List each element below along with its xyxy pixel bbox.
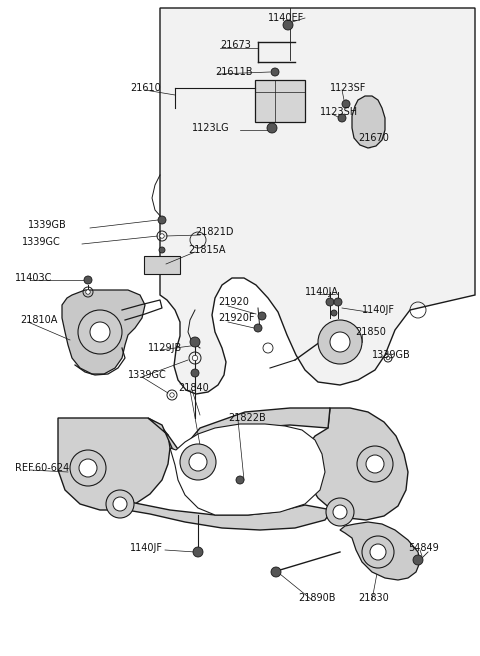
Circle shape (342, 100, 350, 108)
Circle shape (160, 234, 164, 238)
Circle shape (271, 68, 279, 76)
Circle shape (90, 322, 110, 342)
Circle shape (159, 247, 165, 253)
Polygon shape (170, 424, 325, 515)
Text: 1140JA: 1140JA (305, 287, 339, 297)
Text: 21890B: 21890B (298, 593, 336, 603)
Text: 54849: 54849 (408, 543, 439, 553)
Circle shape (106, 490, 134, 518)
Text: 21611B: 21611B (215, 67, 252, 77)
Circle shape (191, 369, 199, 377)
Polygon shape (340, 522, 420, 580)
Circle shape (193, 547, 203, 557)
Polygon shape (304, 408, 408, 520)
Circle shape (180, 444, 216, 480)
Circle shape (331, 310, 337, 316)
Circle shape (158, 216, 166, 224)
Text: 1140EF: 1140EF (268, 13, 304, 23)
Circle shape (86, 290, 90, 295)
Circle shape (190, 337, 200, 347)
Circle shape (189, 453, 207, 471)
Text: 21673: 21673 (220, 40, 251, 50)
Text: 21815A: 21815A (188, 245, 226, 255)
Polygon shape (160, 8, 475, 394)
Circle shape (254, 324, 262, 332)
Circle shape (413, 555, 423, 565)
Circle shape (318, 320, 362, 364)
Circle shape (79, 459, 97, 477)
Circle shape (70, 450, 106, 486)
Text: 11403C: 11403C (15, 273, 52, 283)
Bar (255, 80, 305, 122)
Text: 21920: 21920 (218, 297, 249, 307)
Circle shape (338, 114, 346, 122)
Circle shape (326, 498, 354, 526)
Text: 21610: 21610 (130, 83, 161, 93)
Bar (144, 256, 180, 274)
Circle shape (334, 298, 342, 306)
Circle shape (258, 312, 266, 320)
Text: 1339GC: 1339GC (22, 237, 61, 247)
Circle shape (113, 497, 127, 511)
Circle shape (236, 476, 244, 484)
Text: 1123SF: 1123SF (330, 83, 366, 93)
Polygon shape (115, 500, 332, 530)
Polygon shape (58, 418, 170, 510)
Text: 21840: 21840 (178, 383, 209, 393)
Circle shape (357, 446, 393, 482)
Circle shape (333, 505, 347, 519)
Text: 21810A: 21810A (20, 315, 58, 325)
Text: 1140JF: 1140JF (362, 305, 395, 315)
Text: 1339GC: 1339GC (128, 370, 167, 380)
Circle shape (370, 544, 386, 560)
Circle shape (283, 20, 293, 30)
Text: 21850: 21850 (355, 327, 386, 337)
Text: 21670: 21670 (358, 133, 389, 143)
Circle shape (192, 356, 198, 361)
Circle shape (330, 332, 350, 352)
Circle shape (78, 310, 122, 354)
Text: 21920F: 21920F (218, 313, 254, 323)
Text: 21830: 21830 (358, 593, 389, 603)
Circle shape (366, 455, 384, 473)
Circle shape (362, 536, 394, 568)
Circle shape (386, 356, 390, 359)
Text: 1123LG: 1123LG (192, 123, 229, 133)
Text: 1339GB: 1339GB (372, 350, 411, 360)
Polygon shape (62, 290, 145, 374)
Text: 1339GB: 1339GB (28, 220, 67, 230)
Circle shape (170, 393, 174, 398)
Circle shape (84, 276, 92, 284)
Text: 1123SH: 1123SH (320, 107, 358, 117)
Text: 21822B: 21822B (228, 413, 266, 423)
Circle shape (326, 298, 334, 306)
Text: 1140JF: 1140JF (130, 543, 163, 553)
Text: REF.60-624: REF.60-624 (15, 463, 69, 473)
Polygon shape (352, 96, 385, 148)
Text: 21821D: 21821D (195, 227, 233, 237)
Text: 1129JB: 1129JB (148, 343, 182, 353)
Circle shape (271, 567, 281, 577)
Circle shape (267, 123, 277, 133)
Polygon shape (148, 408, 330, 460)
